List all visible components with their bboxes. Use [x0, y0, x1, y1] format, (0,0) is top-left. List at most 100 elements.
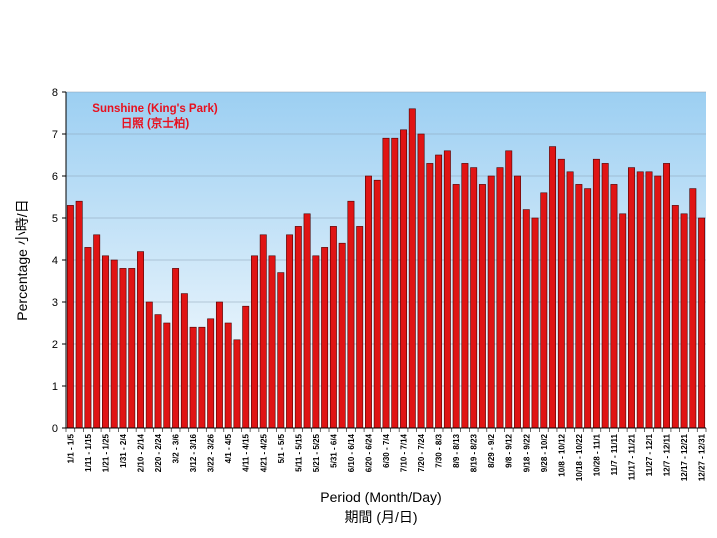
bar	[145, 301, 153, 429]
bar	[251, 255, 258, 429]
bar	[242, 305, 250, 429]
bar	[154, 314, 162, 429]
x-tick-label: 5/31 - 6/4	[329, 433, 338, 467]
x-tick-label: 1/21 - 1/25	[101, 433, 110, 472]
y-tick-labels: 0 1 2 3 4 5 6 7 8	[52, 87, 66, 435]
x-tick-label: 12/17 - 12/21	[680, 433, 689, 481]
bar	[408, 108, 416, 429]
bar	[566, 171, 574, 429]
bar	[268, 255, 276, 429]
x-tick-label: 5/11 - 5/15	[294, 433, 303, 471]
bar	[636, 171, 644, 429]
bars	[66, 108, 706, 429]
x-tick-label: 7/30 - 8/3	[435, 433, 444, 467]
bar	[224, 322, 232, 429]
y-tick-label: 5	[52, 213, 58, 225]
x-tick-label: 8/9 - 8/13	[452, 433, 461, 467]
x-tick-label: 7/20 - 7/24	[417, 433, 426, 472]
bar	[321, 247, 329, 429]
x-axis-label-en: Period (Month/Day)	[320, 489, 441, 505]
x-tick-label: 4/11 - 4/15	[242, 433, 251, 471]
bar	[137, 251, 144, 429]
x-tick-label: 10/28 - 11/1	[592, 433, 601, 476]
y-axis-label: Percentage 小時/日	[14, 199, 30, 320]
bar	[478, 184, 486, 429]
y-tick-label: 1	[52, 381, 58, 393]
bar	[522, 209, 530, 429]
x-tick-label: 10/8 - 10/12	[557, 433, 566, 476]
bar	[689, 188, 697, 429]
bar	[347, 200, 355, 429]
x-tick-label: 1/31 - 2/4	[119, 433, 128, 467]
bar	[645, 171, 653, 429]
x-axis-label-zh: 期間 (月/日)	[344, 509, 417, 525]
x-tick-label: 4/21 - 4/25	[259, 433, 268, 472]
bar	[628, 167, 635, 429]
bar	[338, 242, 346, 429]
bar	[277, 272, 285, 429]
x-tick-label: 10/18 - 10/22	[575, 433, 584, 481]
bar	[435, 154, 443, 429]
bar	[382, 137, 390, 429]
bar	[356, 226, 364, 429]
bar	[66, 205, 74, 429]
bar	[400, 129, 407, 429]
bar	[461, 163, 469, 429]
bar	[207, 318, 215, 429]
bar	[329, 226, 337, 429]
bar	[540, 192, 548, 429]
x-tick-labels: 1/1 - 1/5 1/11 - 1/15 1/21 - 1/25 1/31 - 2/…	[65, 428, 707, 481]
bar	[452, 184, 460, 429]
x-tick-label: 6/30 - 7/4	[382, 433, 391, 467]
bar	[215, 301, 223, 429]
bar	[93, 234, 101, 429]
bar	[102, 255, 109, 429]
x-tick-label: 5/1 - 5/5	[277, 433, 286, 463]
bar	[259, 234, 267, 429]
bar	[163, 322, 171, 429]
x-tick-label: 5/21 - 5/25	[312, 433, 321, 472]
bar	[119, 268, 127, 429]
bar	[470, 167, 478, 429]
bar	[233, 339, 241, 429]
x-tick-label: 3/2 - 3/6	[172, 433, 181, 463]
bar	[592, 158, 600, 429]
bar	[180, 293, 188, 429]
x-tick-label: 6/10 - 6/14	[347, 433, 356, 472]
bar	[417, 133, 425, 429]
bar	[110, 259, 118, 429]
x-tick-label: 1/11 - 1/15	[84, 433, 93, 471]
bar	[294, 226, 302, 429]
x-tick-label: 3/22 - 3/26	[207, 433, 216, 472]
x-tick-label: 9/18 - 9/22	[522, 433, 531, 472]
bar	[172, 268, 180, 429]
y-tick-label: 3	[52, 297, 58, 309]
bar	[365, 175, 372, 429]
x-tick-label: 2/20 - 2/24	[154, 433, 163, 472]
bar	[391, 137, 399, 429]
bar	[619, 213, 627, 429]
x-tick-label: 3/12 - 3/16	[189, 433, 198, 472]
x-tick-label: 6/20 - 6/24	[364, 433, 373, 472]
x-tick-label: 8/29 - 9/2	[487, 433, 496, 467]
x-tick-label: 4/1 - 4/5	[224, 433, 233, 463]
bar	[426, 163, 434, 429]
annotation-line-zh: 日照 (京士柏)	[120, 118, 190, 130]
x-tick-label: 11/7 - 11/11	[610, 433, 619, 475]
bar	[487, 175, 495, 429]
x-tick-label: 11/17 - 11/21	[627, 433, 636, 480]
bar	[189, 326, 197, 429]
y-tick-label: 4	[52, 255, 58, 267]
bar	[312, 255, 320, 429]
bar	[198, 326, 206, 429]
y-tick-label: 6	[52, 171, 58, 183]
y-tick-label: 0	[52, 423, 58, 435]
x-tick-label: 7/10 - 7/14	[400, 433, 409, 472]
bar	[75, 200, 83, 429]
bar	[286, 234, 294, 429]
y-tick-label: 7	[52, 129, 58, 141]
bar	[663, 163, 671, 429]
bar	[575, 184, 583, 429]
x-tick-label: 12/7 - 12/11	[663, 433, 672, 476]
